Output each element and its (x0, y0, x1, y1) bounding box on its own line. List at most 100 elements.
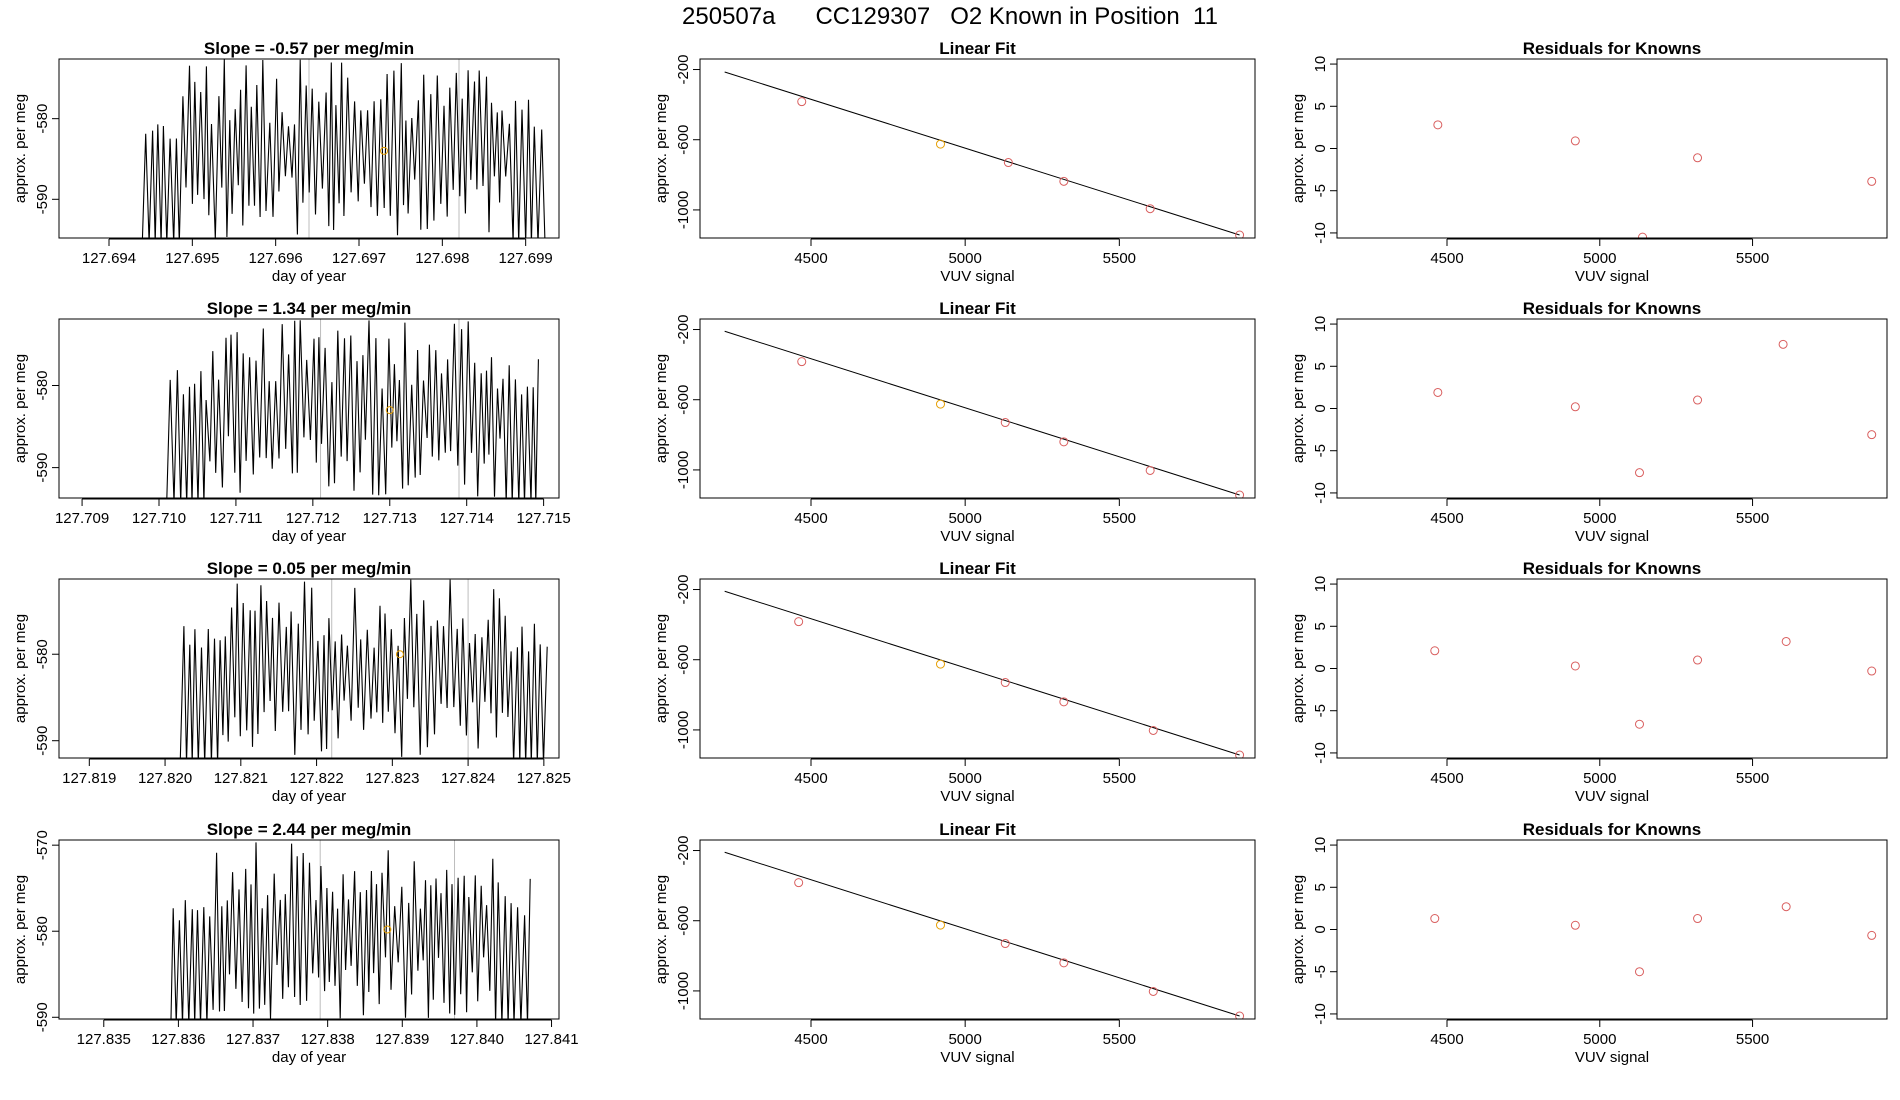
y-axis-label: approx. per meg (12, 614, 29, 723)
data-point (1059, 958, 1069, 968)
chart-title: Slope = 0.05 per meg/min (207, 559, 412, 578)
y-axis-label: approx. per meg (653, 875, 670, 984)
data-point (1693, 395, 1703, 405)
data-point (1430, 914, 1440, 924)
y-tick-label: 10 (1312, 837, 1329, 854)
x-axis-label: VUV signal (1575, 268, 1649, 285)
chart-title: Slope = -0.57 per meg/min (204, 39, 414, 58)
x-tick-label: 127.840 (450, 1031, 504, 1048)
x-tick-label: 127.822 (289, 770, 343, 787)
data-point (1003, 158, 1013, 168)
residuals-panel-2: Residuals for Knowns 4500 5000 5500 VUV sign… (1290, 299, 1888, 545)
plot-frame (699, 58, 1256, 239)
x-axis-label: VUV signal (1575, 528, 1649, 545)
page-title: 250507a CC129307 O2 Known in Position 11 (682, 3, 1218, 30)
chart-title: Residuals for Knowns (1523, 39, 1702, 58)
y-tick-label: -580 (34, 916, 51, 946)
x-tick-label: 5500 (1736, 510, 1769, 527)
data-point (1635, 719, 1644, 729)
x-axis-label: VUV signal (940, 1049, 1014, 1066)
data-point (1693, 153, 1703, 163)
linear-fit-panel-4: Linear Fit 4500 5000 5500 VUV signal -1000 -60… (653, 820, 1256, 1066)
fit-line (724, 851, 1240, 1017)
y-tick-label: 0 (1312, 925, 1329, 933)
chart-title: Residuals for Knowns (1523, 559, 1702, 578)
x-tick-label: 127.709 (55, 510, 109, 527)
x-tick-label: 127.838 (301, 1031, 355, 1048)
x-tick-label: 127.710 (132, 510, 186, 527)
x-tick-label: 5500 (1736, 1031, 1769, 1048)
y-tick-label: 10 (1312, 316, 1329, 333)
x-tick-label: 4500 (794, 510, 827, 527)
data-point (1635, 468, 1644, 478)
x-tick-label: 4500 (1430, 1031, 1463, 1048)
data-point (1235, 750, 1245, 758)
plot-data (724, 851, 1245, 1019)
x-tick-label: 5000 (948, 1031, 981, 1048)
y-axis-label: approx. per meg (12, 354, 29, 463)
y-tick-label: -590 (34, 726, 51, 756)
x-tick-label: 4500 (794, 770, 827, 787)
fit-line (724, 330, 1240, 496)
y-tick-label: 0 (1312, 144, 1329, 152)
y-tick-label: -590 (34, 453, 51, 483)
plot-frame (1336, 578, 1888, 759)
x-tick-label: 5500 (1103, 510, 1136, 527)
y-tick-label: -570 (34, 830, 51, 860)
y-tick-label: -600 (675, 385, 692, 415)
x-tick-label: 127.821 (214, 770, 268, 787)
y-tick-label: -5 (1312, 704, 1329, 717)
data-point (1433, 120, 1443, 130)
y-axis-label: approx. per meg (653, 614, 670, 723)
x-tick-label: 5000 (948, 770, 981, 787)
x-tick-label: 5500 (1103, 1031, 1136, 1048)
y-axis-label: approx. per meg (12, 94, 29, 203)
data-point (1867, 930, 1877, 940)
x-tick-label: 127.714 (440, 510, 494, 527)
data-point (1778, 339, 1788, 349)
y-tick-label: 10 (1312, 576, 1329, 593)
y-axis-label: approx. per meg (1290, 94, 1307, 203)
x-tick-label: 5500 (1103, 770, 1136, 787)
data-point (794, 617, 804, 627)
mean-point (385, 406, 394, 415)
data-point (1430, 646, 1440, 656)
x-tick-label: 127.839 (375, 1031, 429, 1048)
y-tick-label: -580 (34, 104, 51, 134)
residuals-panel-4: Residuals for Knowns 4500 5000 5500 VUV sign… (1290, 820, 1888, 1066)
data-point (1059, 697, 1069, 707)
residuals-panel-3: Residuals for Knowns 4500 5000 5500 VUV sign… (1290, 559, 1888, 805)
x-tick-label: 127.820 (138, 770, 192, 787)
data-point (1235, 1011, 1245, 1019)
y-tick-label: -200 (675, 315, 692, 345)
x-tick-label: 127.699 (499, 250, 553, 267)
y-tick-label: -590 (34, 184, 51, 214)
data-point (1570, 402, 1580, 412)
plot-data (724, 71, 1245, 238)
y-tick-label: -1000 (675, 711, 692, 749)
linear-fit-panel-3: Linear Fit 4500 5000 5500 VUV signal -1000 -60… (653, 559, 1256, 805)
data-point (1145, 204, 1155, 214)
x-tick-label: 127.819 (62, 770, 116, 787)
y-tick-label: 10 (1312, 56, 1329, 73)
linear-fit-panel-1: Linear Fit 4500 5000 5500 VUV signal -1000 -60… (653, 39, 1256, 285)
x-axis-label: VUV signal (1575, 788, 1649, 805)
chart-title: Linear Fit (939, 299, 1016, 318)
chart-title: Slope = 1.34 per meg/min (207, 299, 412, 318)
y-tick-label: -10 (1312, 1003, 1329, 1025)
data-point (1693, 914, 1703, 924)
y-tick-label: -200 (675, 575, 692, 605)
plot-frame (1336, 839, 1888, 1020)
y-tick-label: -10 (1312, 742, 1329, 764)
y-tick-label: 5 (1312, 102, 1329, 110)
chart-title: Linear Fit (939, 820, 1016, 839)
data-point (1000, 418, 1010, 428)
x-tick-label: 5500 (1103, 250, 1136, 267)
x-tick-label: 127.837 (226, 1031, 280, 1048)
y-axis-label: approx. per meg (653, 94, 670, 203)
y-tick-label: -600 (675, 906, 692, 936)
y-axis-label: approx. per meg (1290, 875, 1307, 984)
y-tick-label: -1000 (675, 451, 692, 489)
y-tick-label: -600 (675, 645, 692, 675)
x-tick-label: 4500 (1430, 510, 1463, 527)
